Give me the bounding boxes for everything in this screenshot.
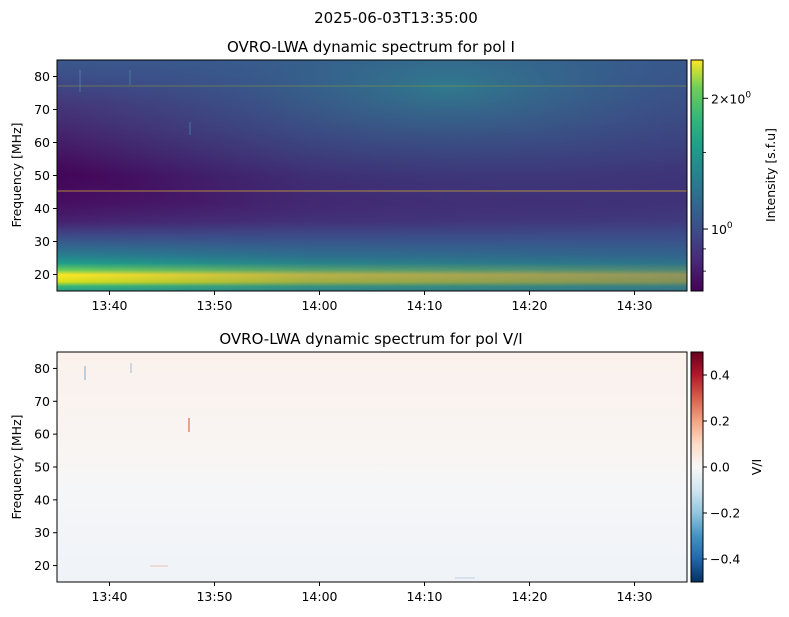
intensity-x-ticks: 13:40 13:50 14:00 14:10 14:20 14:30 xyxy=(91,291,653,313)
polarization-y-label: Frequency [MHz] xyxy=(9,414,24,519)
polarization-y-tick-label: 40 xyxy=(34,492,50,507)
intensity-y-tick-label: 50 xyxy=(34,168,50,183)
intensity-x-tick-label: 14:20 xyxy=(511,298,547,313)
intensity-y-tick-label: 60 xyxy=(34,135,50,150)
intensity-colorbar[interactable]: 100 2×100 Intensity [s.f.u] xyxy=(690,59,778,292)
polarization-y-tick-label: 20 xyxy=(34,558,50,573)
intensity-y-tick-label: 80 xyxy=(34,69,50,84)
intensity-colorbar-label: Intensity [s.f.u] xyxy=(763,128,778,222)
intensity-heatmap xyxy=(57,60,687,291)
intensity-x-tick-label: 14:00 xyxy=(301,298,337,313)
intensity-panel-title: OVRO-LWA dynamic spectrum for pol I xyxy=(227,38,515,56)
intensity-y-ticks: 20 30 40 50 60 70 80 xyxy=(34,69,57,282)
polarization-y-tick-label: 80 xyxy=(34,361,50,376)
polarization-y-tick-label: 30 xyxy=(34,525,50,540)
polarization-colorbar-tick-label: −0.2 xyxy=(710,506,740,521)
polarization-panel: OVRO-LWA dynamic spectrum for pol V/I 20… xyxy=(9,330,764,604)
figure-suptitle: 2025-06-03T13:35:00 xyxy=(314,9,478,27)
polarization-colorbar-ticks: 0.4 0.2 0.0 −0.2 −0.4 xyxy=(703,368,740,567)
polarization-colorbar[interactable]: 0.4 0.2 0.0 −0.2 −0.4 V/I xyxy=(690,351,764,583)
polarization-colorbar-label: V/I xyxy=(749,459,764,475)
polarization-colorbar-tick-label: 0.4 xyxy=(710,368,730,383)
polarization-y-tick-label: 50 xyxy=(34,460,50,475)
polarization-x-tick-label: 14:30 xyxy=(616,589,652,604)
polarization-colorbar-tick-label: −0.4 xyxy=(710,552,740,567)
intensity-panel: OVRO-LWA dynamic spectrum for pol I 20 30… xyxy=(9,38,778,313)
polarization-x-ticks: 13:40 13:50 14:00 14:10 14:20 14:30 xyxy=(91,582,653,604)
polarization-x-tick-label: 14:10 xyxy=(406,589,442,604)
polarization-colorbar-tick-label: 0.0 xyxy=(710,460,730,475)
polarization-x-tick-label: 13:40 xyxy=(91,589,127,604)
polarization-panel-title: OVRO-LWA dynamic spectrum for pol V/I xyxy=(219,330,522,348)
intensity-y-tick-label: 30 xyxy=(34,234,50,249)
polarization-y-ticks: 20 30 40 50 60 70 80 xyxy=(34,361,57,573)
polarization-x-tick-label: 13:50 xyxy=(196,589,232,604)
intensity-colorbar-ticks: 100 2×100 xyxy=(703,90,751,272)
polarization-y-tick-label: 70 xyxy=(34,394,50,409)
intensity-colorbar-tick-label: 2×100 xyxy=(711,90,751,106)
intensity-y-tick-label: 20 xyxy=(34,267,50,282)
intensity-y-label: Frequency [MHz] xyxy=(9,122,24,227)
intensity-x-tick-label: 13:50 xyxy=(196,298,232,313)
polarization-y-tick-label: 60 xyxy=(34,427,50,442)
polarization-x-tick-label: 14:20 xyxy=(511,589,547,604)
intensity-x-tick-label: 13:40 xyxy=(91,298,127,313)
intensity-x-tick-label: 14:30 xyxy=(616,298,652,313)
intensity-colorbar-tick-label: 100 xyxy=(711,221,733,237)
intensity-y-tick-label: 70 xyxy=(34,102,50,117)
intensity-x-tick-label: 14:10 xyxy=(406,298,442,313)
polarization-x-tick-label: 14:00 xyxy=(301,589,337,604)
polarization-heatmap xyxy=(57,352,687,582)
polarization-colorbar-tick-label: 0.2 xyxy=(710,414,730,429)
intensity-y-tick-label: 40 xyxy=(34,201,50,216)
